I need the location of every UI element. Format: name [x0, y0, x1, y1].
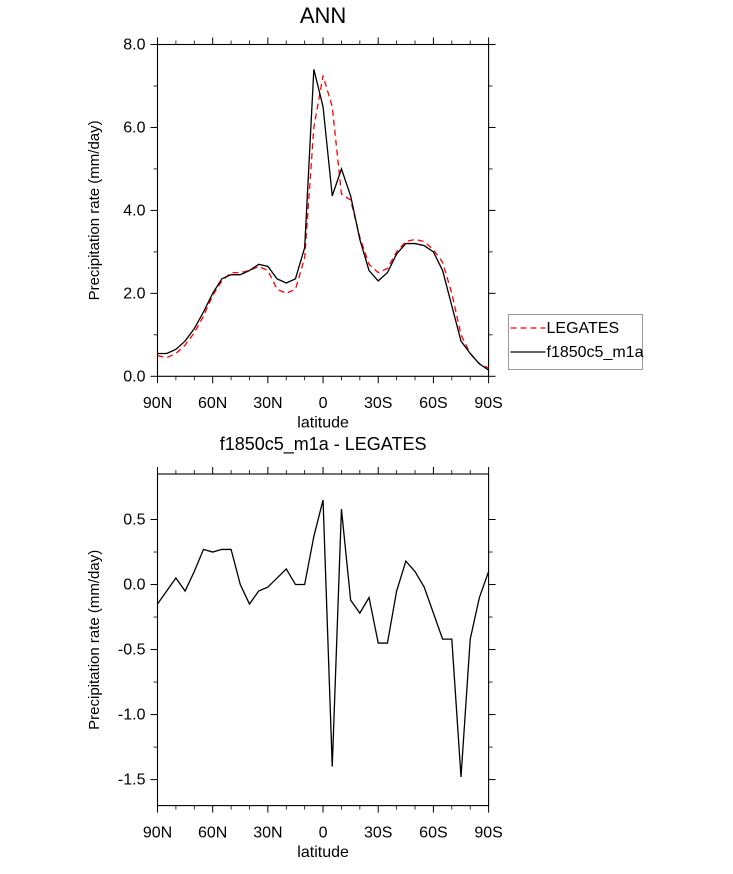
svg-text:0: 0 — [319, 395, 328, 412]
svg-text:60S: 60S — [419, 395, 447, 412]
svg-text:latitude: latitude — [297, 844, 349, 861]
svg-text:Precipitation rate (mm/day): Precipitation rate (mm/day) — [86, 120, 103, 300]
svg-text:0.0: 0.0 — [123, 577, 145, 594]
svg-text:30N: 30N — [253, 395, 282, 412]
svg-text:60S: 60S — [419, 824, 447, 841]
svg-text:30S: 30S — [364, 824, 392, 841]
svg-text:4.0: 4.0 — [123, 202, 145, 219]
svg-text:0.0: 0.0 — [123, 368, 145, 385]
svg-text:-1.0: -1.0 — [118, 707, 146, 724]
svg-text:90S: 90S — [474, 824, 502, 841]
svg-text:8.0: 8.0 — [123, 37, 145, 54]
svg-text:30S: 30S — [364, 395, 392, 412]
svg-text:f1850c5_m1a - LEGATES: f1850c5_m1a - LEGATES — [220, 434, 427, 455]
svg-text:Precipitation rate (mm/day): Precipitation rate (mm/day) — [86, 550, 103, 730]
svg-text:90N: 90N — [143, 395, 172, 412]
svg-text:ANN: ANN — [300, 3, 346, 28]
svg-text:f1850c5_m1a: f1850c5_m1a — [547, 344, 644, 361]
svg-text:2.0: 2.0 — [123, 285, 145, 302]
svg-text:6.0: 6.0 — [123, 119, 145, 136]
svg-text:-1.5: -1.5 — [118, 772, 146, 789]
svg-text:30N: 30N — [253, 824, 282, 841]
svg-text:90N: 90N — [143, 824, 172, 841]
svg-text:90S: 90S — [474, 395, 502, 412]
svg-text:0.5: 0.5 — [123, 512, 145, 529]
svg-text:latitude: latitude — [297, 415, 349, 432]
svg-text:0: 0 — [319, 824, 328, 841]
svg-text:LEGATES: LEGATES — [547, 320, 620, 337]
svg-text:-0.5: -0.5 — [118, 642, 146, 659]
svg-text:60N: 60N — [198, 824, 227, 841]
svg-text:60N: 60N — [198, 395, 227, 412]
